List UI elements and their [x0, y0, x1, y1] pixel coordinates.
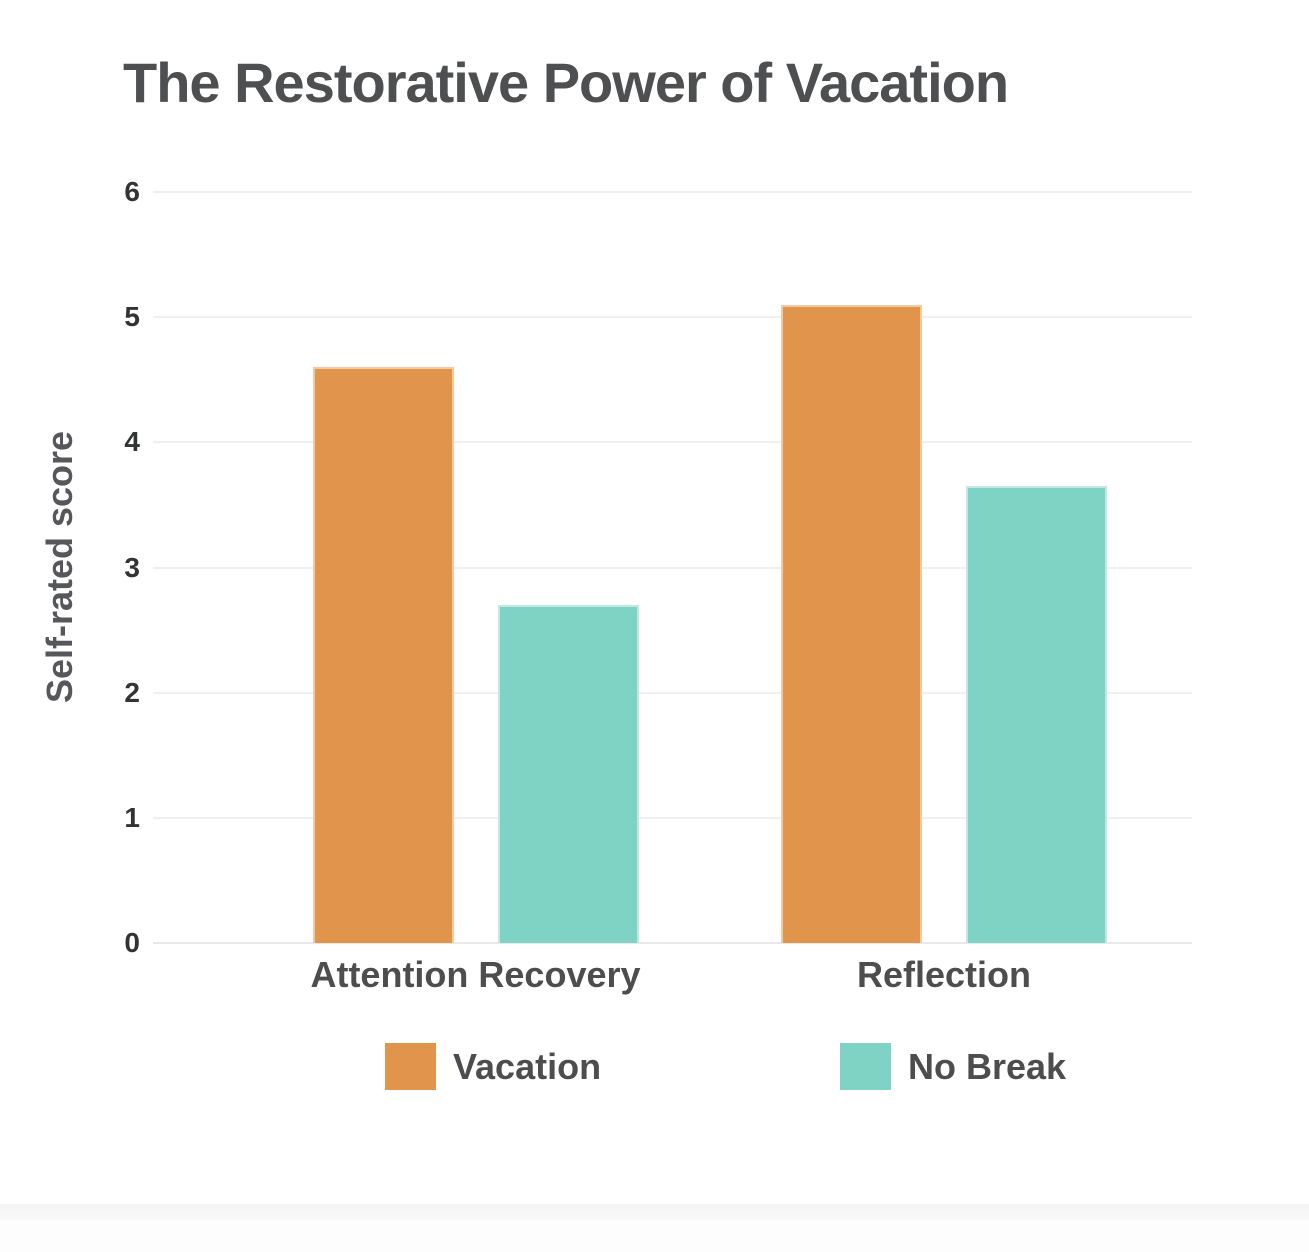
gridline-y5 [153, 316, 1192, 319]
gridline-y2 [153, 691, 1192, 694]
y-tick-label-4: 4 [124, 426, 140, 458]
gridline-y6 [153, 191, 1192, 193]
background-below-strip [0, 1220, 1309, 1252]
bar-no-break-reflection[interactable] [966, 486, 1107, 943]
y-tick-label-1: 1 [124, 801, 140, 833]
legend-swatch-vacation-icon[interactable] [385, 1043, 436, 1090]
y-tick-label-5: 5 [124, 301, 140, 333]
legend-label-vacation[interactable]: Vacation [453, 1046, 602, 1087]
gridline-y4 [153, 441, 1192, 444]
bottom-edge-strip [0, 1204, 1309, 1220]
legend-label-no-break[interactable]: No Break [908, 1046, 1067, 1087]
gridline-y0 [153, 942, 1192, 944]
gridline-y3 [153, 566, 1192, 569]
y-tick-label-3: 3 [124, 551, 140, 583]
x-category-label-attention-recovery: Attention Recovery [310, 954, 641, 995]
x-category-label-reflection: Reflection [856, 954, 1032, 995]
y-tick-label-0: 0 [124, 927, 140, 958]
gridline-y1 [153, 816, 1192, 819]
bar-no-break-attention-recovery[interactable] [497, 605, 639, 943]
bar-vacation-attention-recovery[interactable] [312, 367, 454, 943]
legend-swatch-no-break-icon[interactable] [840, 1043, 891, 1090]
chart-title: The Restorative Power of Vacation [123, 51, 1009, 114]
plot-area [153, 191, 1192, 944]
y-tick-label-6: 6 [124, 176, 140, 207]
y-tick-label-2: 2 [124, 676, 140, 708]
bar-vacation-reflection[interactable] [781, 304, 922, 943]
